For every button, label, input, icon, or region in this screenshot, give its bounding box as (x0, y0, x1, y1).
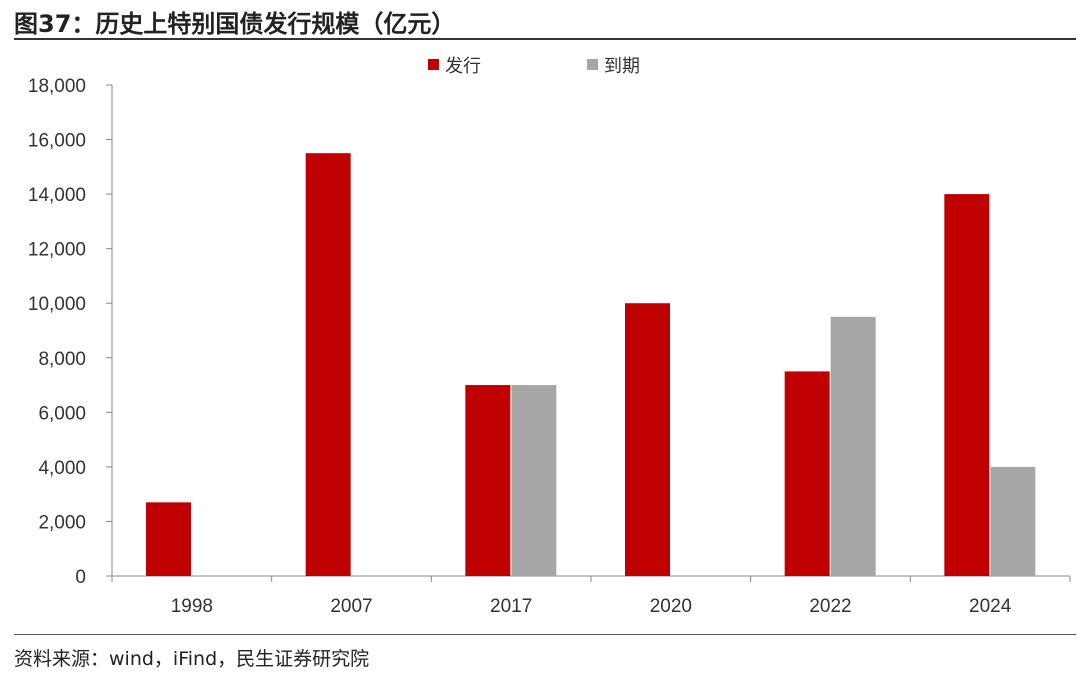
bar-1998-发行 (146, 502, 191, 576)
legend-label-发行: 发行 (445, 56, 481, 77)
y-tick-label: 8,000 (38, 349, 86, 370)
chart-title: 图37：历史上特别国债发行规模（亿元） (14, 10, 456, 38)
x-tick-label: 2007 (330, 596, 372, 617)
legend-label-到期: 到期 (604, 56, 640, 77)
y-tick-label: 4,000 (38, 458, 86, 479)
bar-2017-发行 (465, 385, 511, 576)
bar-2007-发行 (305, 153, 351, 576)
source-note: 资料来源：wind，iFind，民生证券研究院 (14, 648, 370, 670)
title-divider (14, 38, 1076, 40)
x-tick-label: 1998 (171, 596, 213, 617)
y-tick-label: 10,000 (28, 294, 86, 315)
y-tick-label: 16,000 (28, 131, 86, 152)
legend-swatch-发行 (428, 59, 439, 70)
x-tick-label: 2017 (490, 596, 532, 617)
bar-2024-发行 (944, 194, 990, 576)
bar-2020-发行 (625, 303, 670, 576)
y-tick-label: 14,000 (28, 185, 86, 206)
bar-2024-到期 (990, 466, 1036, 576)
bar-2022-到期 (830, 316, 876, 576)
x-tick-label: 2020 (650, 596, 692, 617)
bar-2017-到期 (511, 385, 557, 576)
y-tick-label: 12,000 (28, 240, 86, 261)
footer-divider (14, 634, 1076, 635)
y-tick-label: 18,000 (28, 76, 86, 97)
y-tick-label: 0 (75, 567, 86, 588)
y-tick-label: 2,000 (38, 512, 86, 533)
legend-swatch-到期 (587, 59, 598, 70)
x-tick-label: 2024 (969, 596, 1012, 617)
x-tick-label: 2022 (809, 596, 851, 617)
bar-2022-发行 (784, 371, 830, 576)
y-tick-label: 6,000 (38, 403, 86, 424)
